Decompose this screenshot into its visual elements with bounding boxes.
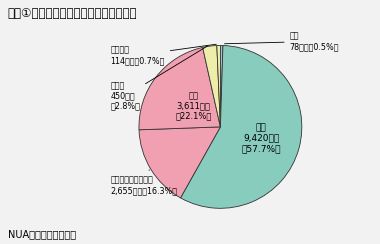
Wedge shape <box>217 45 220 127</box>
Text: 中東
78万人（0.5%）: 中東 78万人（0.5%） <box>225 32 339 51</box>
Text: アフリカ
114万人（0.7%）: アフリカ 114万人（0.7%） <box>111 44 216 65</box>
Text: 欧州
3,611万人
〈22.1%〉: 欧州 3,611万人 〈22.1%〉 <box>175 91 212 121</box>
Text: アジア・オセアニア
2,655万人〈16.3%〉: アジア・オセアニア 2,655万人〈16.3%〉 <box>111 170 177 195</box>
Text: 図表①　世界のインターネット利用者数: 図表① 世界のインターネット利用者数 <box>8 7 137 20</box>
Text: 北米
9,420万人
〈57.7%〉: 北米 9,420万人 〈57.7%〉 <box>241 123 281 153</box>
Wedge shape <box>139 127 220 198</box>
Wedge shape <box>139 47 220 130</box>
Wedge shape <box>203 46 220 127</box>
Wedge shape <box>220 45 223 127</box>
Text: 中南米
450万人
〈2.8%〉: 中南米 450万人 〈2.8%〉 <box>111 46 207 111</box>
Wedge shape <box>180 45 302 208</box>
Text: NUA社資料により作成: NUA社資料により作成 <box>8 229 76 239</box>
